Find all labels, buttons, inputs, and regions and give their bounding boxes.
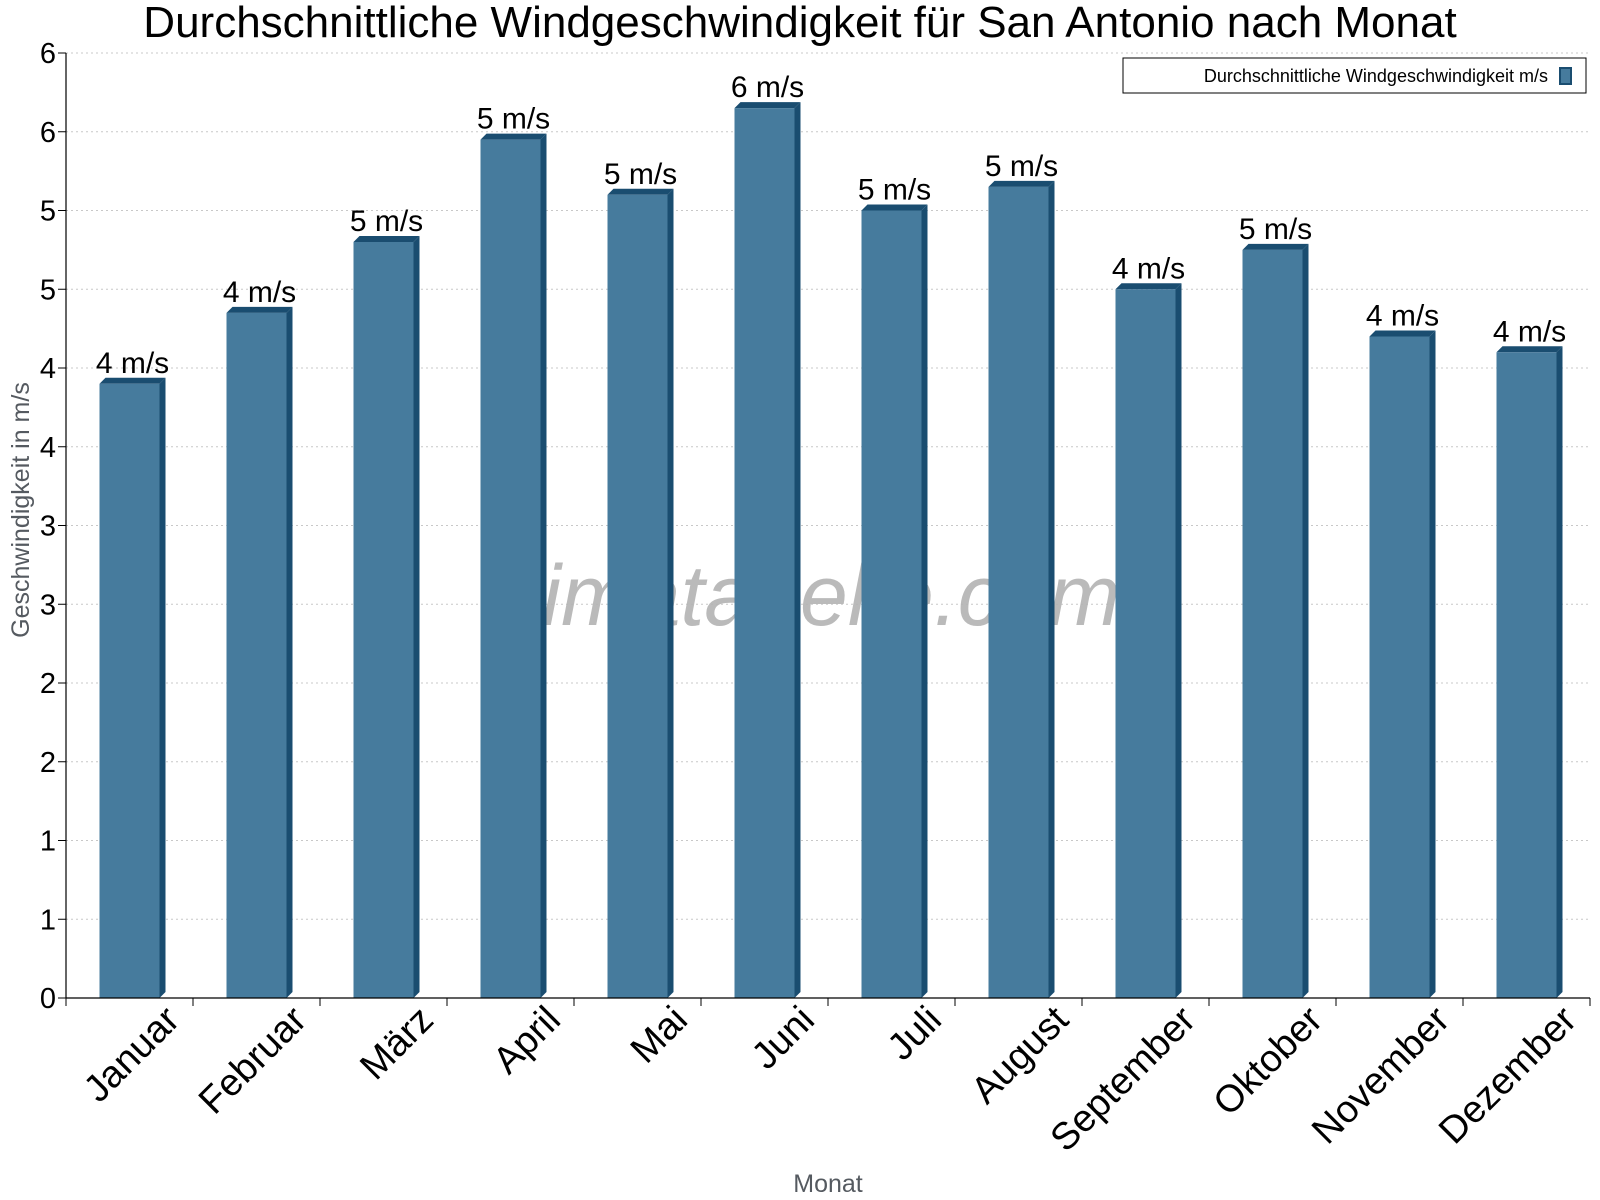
bar bbox=[1496, 352, 1557, 998]
bar-side bbox=[540, 133, 547, 998]
bar bbox=[1115, 289, 1176, 998]
bar bbox=[861, 210, 922, 998]
y-tick-label: 6 bbox=[40, 38, 56, 70]
bar bbox=[1369, 336, 1430, 998]
data-label: 5 m/s bbox=[858, 174, 931, 207]
bar-top bbox=[1496, 346, 1563, 353]
bars: 4 m/s 4 m/s 5 m/s 5 m/s 5 m/s 6 m/s 5 m/s 5 m/s… bbox=[96, 71, 1566, 998]
legend-label: Durchschnittliche Windgeschwindigkeit m/… bbox=[1204, 66, 1548, 86]
bar-side bbox=[1048, 180, 1055, 998]
chart-title: Durchschnittliche Windgeschwindigkeit fü… bbox=[143, 0, 1456, 47]
y-tick-label: 4 bbox=[40, 353, 56, 385]
y-tick-label: 5 bbox=[40, 196, 56, 228]
bar-side bbox=[286, 306, 293, 998]
x-category-label: Dezember bbox=[1431, 998, 1585, 1152]
bar-top bbox=[1115, 283, 1182, 290]
bar-group: 4 m/s bbox=[1366, 300, 1439, 998]
x-category-label: November bbox=[1304, 998, 1458, 1152]
data-label: 5 m/s bbox=[985, 150, 1058, 183]
bar-group: 4 m/s bbox=[1493, 315, 1566, 998]
data-label: 4 m/s bbox=[96, 347, 169, 380]
grid-lines bbox=[66, 52, 1590, 920]
x-category-label: Januar bbox=[76, 998, 188, 1110]
y-tick-label: 0 bbox=[40, 983, 56, 1015]
bar-group: 5 m/s bbox=[477, 103, 550, 998]
y-axis-title: Geschwindigkeit in m/s bbox=[7, 382, 35, 638]
data-label: 6 m/s bbox=[731, 71, 804, 104]
y-tick-label: 5 bbox=[40, 274, 56, 306]
bar-side bbox=[413, 236, 420, 998]
bar-group: 5 m/s bbox=[858, 174, 931, 998]
data-label: 5 m/s bbox=[1239, 213, 1312, 246]
bar-group: 4 m/s bbox=[223, 276, 296, 998]
x-axis-title: Monat bbox=[793, 1170, 863, 1198]
data-label: 5 m/s bbox=[350, 205, 423, 238]
bar-group: 6 m/s bbox=[731, 71, 804, 998]
y-tick-label: 3 bbox=[40, 589, 56, 621]
legend-swatch bbox=[1559, 67, 1572, 85]
y-tick-label: 2 bbox=[40, 747, 56, 779]
bar-top bbox=[226, 306, 293, 313]
bar-side bbox=[794, 102, 801, 998]
x-category-label: Mai bbox=[623, 999, 696, 1072]
x-axis-ticks: Januar Februar März April Mai Juni Juli AugustS… bbox=[65, 998, 1591, 1160]
bar bbox=[607, 194, 668, 998]
x-category-label: Februar bbox=[191, 998, 315, 1122]
bar-top bbox=[480, 133, 547, 140]
y-tick-label: 2 bbox=[40, 668, 56, 700]
data-label: 5 m/s bbox=[604, 158, 677, 191]
bar bbox=[226, 312, 287, 998]
y-tick-label: 6 bbox=[40, 117, 56, 149]
bar-side bbox=[1175, 283, 1182, 998]
bar bbox=[480, 139, 541, 998]
data-label: 4 m/s bbox=[223, 276, 296, 309]
bar-side bbox=[921, 204, 928, 998]
bar bbox=[1242, 249, 1303, 998]
legend: Durchschnittliche Windgeschwindigkeit m/… bbox=[1122, 57, 1587, 94]
bar-top bbox=[353, 236, 420, 242]
x-category-label: Juli bbox=[880, 999, 950, 1069]
y-tick-label: 4 bbox=[40, 432, 56, 464]
y-tick-label: 1 bbox=[40, 904, 56, 936]
x-category-label: August bbox=[964, 998, 1078, 1112]
bar bbox=[734, 108, 795, 998]
bar-side bbox=[1302, 243, 1309, 998]
bar-top bbox=[988, 180, 1055, 187]
bar-group: 5 m/s bbox=[604, 158, 677, 998]
bar-side bbox=[159, 377, 166, 998]
bar-group: 4 m/s bbox=[96, 347, 169, 998]
data-label: 4 m/s bbox=[1493, 315, 1566, 348]
bar-top bbox=[1369, 330, 1436, 337]
bar bbox=[353, 242, 414, 998]
data-label: 4 m/s bbox=[1366, 300, 1439, 333]
bar-side bbox=[1556, 346, 1563, 998]
bar-side bbox=[667, 188, 674, 998]
data-label: 4 m/s bbox=[1112, 252, 1185, 285]
bar bbox=[988, 186, 1049, 998]
y-tick-label: 1 bbox=[40, 826, 56, 858]
x-category-label: April bbox=[485, 999, 568, 1082]
bar-group: 5 m/s bbox=[1239, 213, 1312, 998]
y-tick-label: 3 bbox=[40, 511, 56, 543]
bar bbox=[99, 383, 160, 998]
bar-top bbox=[607, 188, 674, 195]
bar-top bbox=[99, 377, 166, 384]
y-axis-ticks: 0 1 1 2 2 3 3 4 4 5 5 6 6 bbox=[40, 38, 66, 1015]
x-category-label: März bbox=[352, 999, 441, 1088]
bar-top bbox=[1242, 243, 1309, 250]
x-category-label: Oktober bbox=[1206, 998, 1332, 1124]
bar-group: 4 m/s bbox=[1112, 252, 1185, 998]
bar-top bbox=[734, 102, 801, 109]
bar-top bbox=[861, 204, 928, 211]
bar-group: 5 m/s bbox=[350, 205, 423, 998]
bar-side bbox=[1429, 330, 1436, 998]
bar-group: 5 m/s bbox=[985, 150, 1058, 998]
legend-box bbox=[1122, 57, 1587, 94]
x-category-label: Juni bbox=[744, 999, 823, 1078]
data-label: 5 m/s bbox=[477, 103, 550, 136]
